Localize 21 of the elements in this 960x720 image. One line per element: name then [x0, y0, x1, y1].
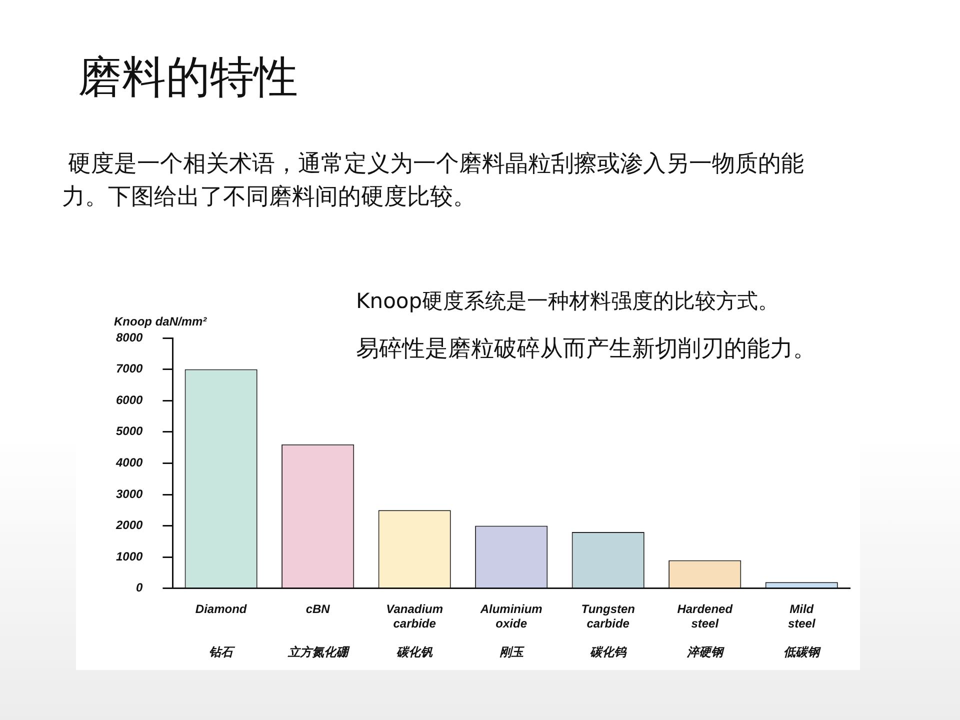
- y-tick-label: 5000: [116, 424, 144, 438]
- y-tick-label: 7000: [116, 362, 144, 376]
- chart-title: 磨料的特性: [78, 51, 298, 105]
- y-tick-label: 8000: [116, 330, 144, 344]
- y-tick-label: 0: [136, 580, 144, 595]
- text: Knoop硬度系统是一种材料强度的比较方式。: [356, 288, 780, 315]
- text: 硬度是一个相关术语，通常定义为一个磨料晶粒刮擦或渗入另一物质的能力。下图给出了不同磨料间的硬度比较。: [62, 150, 805, 212]
- category-label: Vanadium carbide 碳化钒: [386, 602, 444, 660]
- category-label: Diamond 钻石: [195, 602, 247, 660]
- y-tick-label: 3000: [116, 486, 144, 501]
- category-label: Tungsten carbide 碳化钨: [581, 602, 635, 660]
- y-axis-title: Knoop daN/mm²: [114, 314, 208, 328]
- y-tick-label: 1000: [116, 549, 144, 564]
- y-tick-label: 4000: [114, 456, 144, 470]
- y-tick-label: 2000: [114, 518, 144, 532]
- category-label: Mild steel 低碳钢: [784, 602, 820, 660]
- category-label: Hardened steel 淬硬钢: [677, 602, 733, 660]
- y-tick-label: 6000: [116, 392, 144, 407]
- category-label: Aluminium oxide 刚玉: [480, 602, 542, 660]
- annotation: 易碎性是磨粒破碎从而产生新切削刃的能力。: [356, 335, 816, 364]
- category-label: cBN 立方氮化硼: [288, 602, 348, 660]
